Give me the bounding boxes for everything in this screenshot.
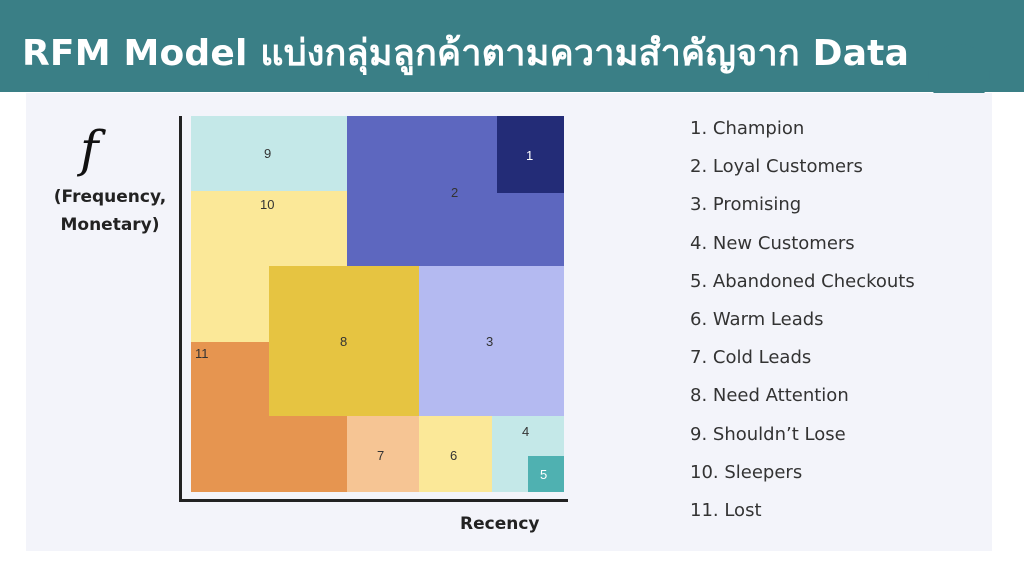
segment-10-label: 10 xyxy=(260,197,275,212)
segment-7-label: 7 xyxy=(377,448,385,463)
legend-item: 6. Warm Leads xyxy=(690,308,824,330)
segment-6-label: 6 xyxy=(450,448,458,463)
segment-9-tile xyxy=(191,116,347,191)
segment-5-label: 5 xyxy=(540,467,548,482)
legend-item: 1. Champion xyxy=(690,118,805,139)
legend-item: 7. Cold Leads xyxy=(690,347,812,369)
segment-9-label: 9 xyxy=(264,146,272,161)
segment-2-label: 2 xyxy=(451,185,459,200)
legend-item: 3. Promising xyxy=(690,194,802,216)
y-axis-label-line1: (Frequency, xyxy=(53,187,167,207)
y-axis-label-line2: Monetary) xyxy=(60,215,160,235)
segment-7-tile xyxy=(347,416,419,492)
segment-legend: 1. Champion 2. Loyal Customers 3. Promis… xyxy=(690,118,915,538)
legend-item: 5. Abandoned Checkouts xyxy=(690,270,915,292)
x-axis-label: Recency xyxy=(460,514,540,534)
header-banner: RFM Model แบ่งกลุ่มลูกค้าตามความสำคัญจาก… xyxy=(0,0,1024,106)
legend-item: 4. New Customers xyxy=(690,232,855,254)
x-axis-line xyxy=(179,499,568,502)
legend-item: 10. Sleepers xyxy=(690,461,803,483)
segment-3-tile xyxy=(419,266,564,416)
segment-4-label: 4 xyxy=(522,424,530,439)
page-title: RFM Model แบ่งกลุ่มลูกค้าตามความสำคัญจาก… xyxy=(22,33,910,74)
legend-item: 2. Loyal Customers xyxy=(690,156,863,178)
frequency-symbol: f xyxy=(80,120,99,178)
y-axis-label: (Frequency, Monetary) xyxy=(50,183,170,239)
legend-item: 8. Need Attention xyxy=(690,385,849,407)
segment-11-tile xyxy=(191,416,347,492)
legend-item: 9. Shouldn’t Lose xyxy=(690,423,846,445)
segment-3-label: 3 xyxy=(486,334,494,349)
segment-8-tile xyxy=(269,266,419,416)
segment-11-label: 11 xyxy=(195,346,209,361)
segment-1-tile xyxy=(497,116,564,193)
legend-item: 11. Lost xyxy=(690,499,762,521)
segment-6-tile xyxy=(419,416,492,492)
segment-5-tile xyxy=(528,456,564,492)
y-axis-line xyxy=(179,116,182,502)
segment-8-label: 8 xyxy=(340,334,348,349)
segment-1-label: 1 xyxy=(526,148,534,163)
